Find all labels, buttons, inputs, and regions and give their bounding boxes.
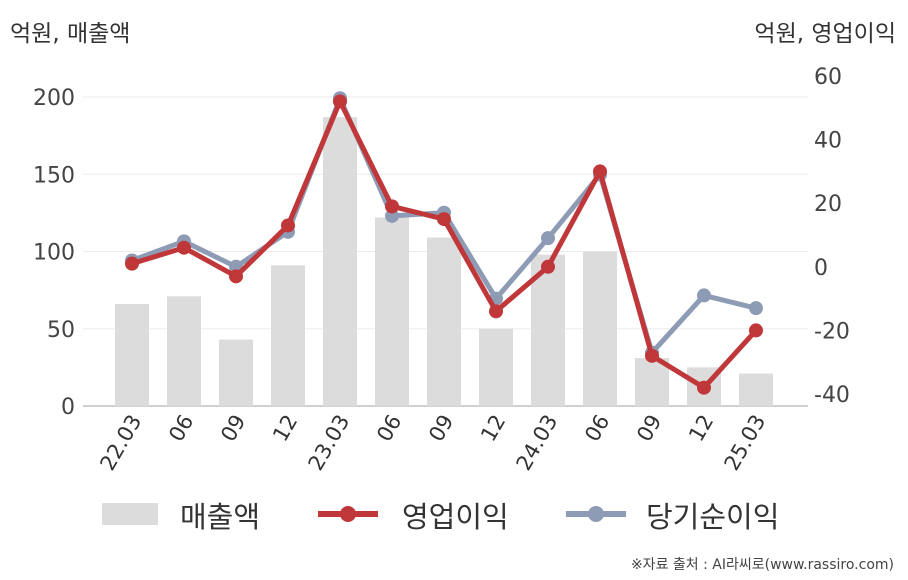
right-tick-label: 20 xyxy=(814,192,842,217)
revenue-bar xyxy=(583,251,617,406)
operating-point xyxy=(229,269,243,284)
revenue-bar xyxy=(167,296,201,406)
x-tick-label: 12 xyxy=(268,411,302,446)
x-tick-label: 06 xyxy=(164,411,198,446)
revenue-bar xyxy=(323,117,357,407)
net-point xyxy=(749,301,763,316)
legend-label-net: 당기순이익 xyxy=(646,500,780,534)
source-note: ※자료 출처 : AI라씨로(www.rassiro.com) xyxy=(630,557,894,573)
x-tick-label: 09 xyxy=(632,411,666,446)
operating-point xyxy=(593,164,607,179)
legend-label-revenue: 매출액 xyxy=(180,500,261,534)
x-axis-ticks: 22.03 06 09 12 23.03 06 09 12 24.03 06 09 12 25.03 xyxy=(95,411,770,475)
operating-point xyxy=(385,199,399,214)
x-tick-label: 06 xyxy=(580,411,614,446)
revenue-bar xyxy=(271,265,305,406)
revenue-bar xyxy=(635,358,669,406)
legend-swatch-revenue xyxy=(102,503,158,525)
operating-point xyxy=(437,212,451,227)
profit-lines xyxy=(125,91,763,395)
x-tick-label: 12 xyxy=(476,411,510,446)
x-tick-label: 22.03 xyxy=(95,411,146,475)
left-tick-label: 150 xyxy=(33,163,75,188)
x-tick-label: 24.03 xyxy=(511,411,562,475)
left-tick-label: 0 xyxy=(61,395,75,420)
left-axis-ticks: 0 50 100 150 200 xyxy=(33,86,75,420)
right-axis-unit: 억원, 영업이익 xyxy=(754,21,896,47)
net-point xyxy=(541,231,555,246)
legend-marker-net xyxy=(588,506,604,522)
right-tick-label: 60 xyxy=(814,65,842,90)
x-tick-label: 25.03 xyxy=(719,411,770,475)
revenue-bar xyxy=(531,254,565,406)
operating-point xyxy=(125,256,139,271)
operating-point xyxy=(489,304,503,319)
operating-point xyxy=(281,218,295,233)
left-tick-label: 50 xyxy=(47,318,75,343)
legend-label-operating: 영업이익 xyxy=(402,500,509,534)
operating-point xyxy=(749,323,763,338)
x-tick-label: 23.03 xyxy=(303,411,354,475)
x-tick-label: 09 xyxy=(216,411,250,446)
x-tick-label: 09 xyxy=(424,411,458,446)
operating-point xyxy=(645,348,659,363)
operating-point xyxy=(697,380,711,395)
revenue-bar xyxy=(219,339,253,406)
x-tick-label: 06 xyxy=(372,411,406,446)
left-axis-unit: 억원, 매출액 xyxy=(10,21,131,47)
right-tick-label: 0 xyxy=(814,256,828,281)
legend-marker-operating xyxy=(340,506,356,522)
x-tick-label: 12 xyxy=(684,411,718,446)
revenue-bars xyxy=(115,117,773,407)
operating-point xyxy=(541,259,555,274)
revenue-bar xyxy=(115,304,149,406)
revenue-bar xyxy=(739,373,773,406)
right-tick-label: -20 xyxy=(814,319,850,344)
revenue-bar xyxy=(375,217,409,406)
net-point xyxy=(697,288,711,303)
right-tick-label: -40 xyxy=(814,383,850,408)
operating-point xyxy=(177,240,191,255)
left-tick-label: 200 xyxy=(33,86,75,111)
legend-marks xyxy=(102,503,626,525)
revenue-bar xyxy=(427,237,461,406)
right-tick-label: 40 xyxy=(814,129,842,154)
right-axis-ticks: -40 -20 0 20 40 60 xyxy=(814,65,850,408)
left-tick-label: 100 xyxy=(33,241,75,266)
revenue-bar xyxy=(479,328,513,406)
operating-point xyxy=(333,94,347,109)
